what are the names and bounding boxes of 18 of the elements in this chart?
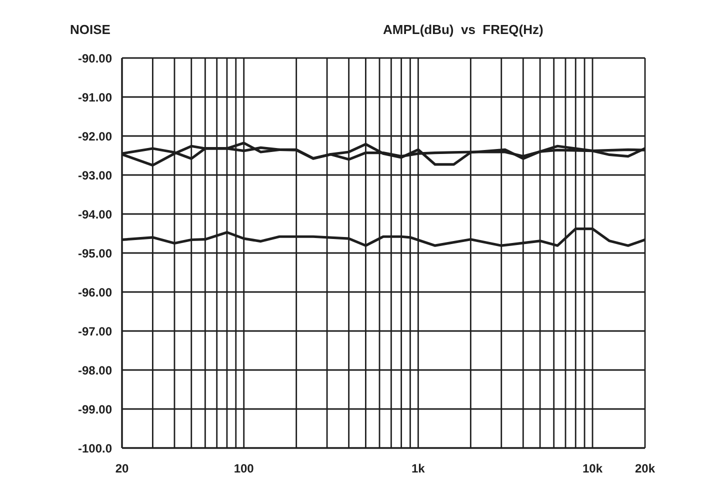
y-tick-label: -97.00: [78, 324, 112, 338]
y-tick-label: -100.0: [78, 441, 112, 456]
y-tick-label: -94.00: [78, 207, 112, 222]
chart-subtitle: AMPL(dBu) vs FREQ(Hz): [383, 22, 544, 37]
y-tick-label: -98.00: [78, 363, 112, 378]
x-tick-label: 10k: [582, 462, 603, 476]
y-tick-label: -99.00: [78, 402, 112, 416]
y-tick-label: -96.00: [78, 285, 112, 300]
chart-title: NOISE: [70, 22, 110, 37]
x-tick-label: 1k: [412, 462, 426, 476]
x-tick-label: 100: [234, 462, 254, 476]
y-tick-label: -90.00: [78, 51, 112, 66]
y-tick-label: -93.00: [78, 168, 112, 182]
y-tick-label: -92.00: [78, 129, 112, 144]
x-tick-label: 20: [115, 462, 129, 476]
y-tick-label: -91.00: [78, 90, 112, 104]
y-tick-label: -95.00: [78, 246, 112, 260]
x-tick-label: 20k: [634, 462, 656, 476]
